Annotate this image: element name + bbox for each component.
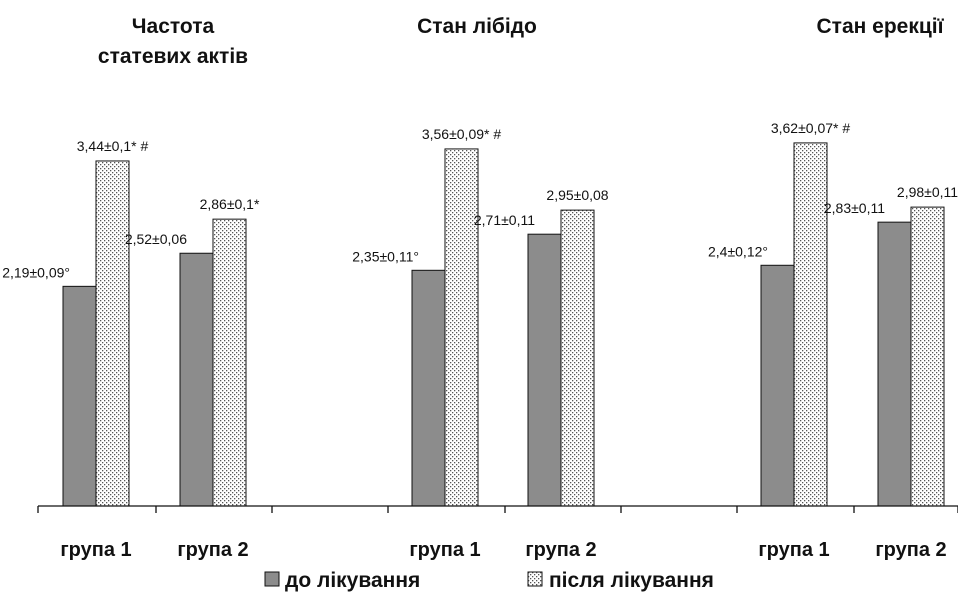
bar-before: [877, 221, 912, 507]
group-label: група 2: [875, 539, 946, 561]
panel-title: Стан лібідо: [417, 15, 537, 38]
bar-after: [560, 209, 595, 507]
legend-label: після лікування: [549, 569, 714, 592]
legend-swatch: [264, 571, 280, 587]
data-label-after: 2,86±0,1*: [200, 196, 260, 212]
value-labels: 2,19±0,09° 3,44±0,1* # 2,52±0,06 2,86±0,1* 2…: [2, 120, 958, 280]
bar-after: [95, 160, 130, 507]
data-label-before: 2,83±0,11: [824, 200, 885, 216]
data-label-after: 3,62±0,07* #: [771, 120, 851, 136]
group-label: група 2: [525, 539, 596, 561]
group-label: група 1: [758, 539, 829, 561]
data-label-before: 2,71±0,11: [474, 212, 535, 228]
data-label-after: 3,44±0,1* #: [77, 138, 149, 154]
group-label: група 2: [177, 539, 248, 561]
bar-before: [179, 252, 214, 507]
bar-after: [444, 148, 479, 507]
data-label-before: 2,52±0,06: [125, 231, 187, 247]
x-axis: група 1 група 2 група 1 група 2 група 1 група…: [37, 505, 958, 561]
data-label-after: 3,56±0,09* #: [422, 126, 502, 142]
data-label-before: 2,4±0,12°: [708, 243, 768, 259]
panel-titles: Частота статевих актів Стан лібідо Стан ере…: [98, 15, 945, 68]
group-label: група 1: [409, 539, 480, 561]
bar-after: [793, 142, 828, 507]
data-label-before: 2,19±0,09°: [2, 264, 70, 280]
data-label-after: 2,98±0,11: [897, 184, 958, 200]
legend-swatch: [527, 571, 543, 587]
bar-before: [527, 233, 562, 507]
legend: до лікування після лікування: [264, 569, 714, 592]
bars: [62, 142, 945, 507]
legend-label: до лікування: [285, 569, 420, 592]
bar-before: [62, 285, 97, 507]
group-label: група 1: [60, 539, 131, 561]
panel-title: Стан ерекції: [817, 15, 945, 38]
bar-after: [212, 218, 247, 507]
bar-before: [760, 264, 795, 507]
bar-before: [411, 269, 446, 507]
panel-title: статевих актів: [98, 45, 248, 68]
data-label-before: 2,35±0,11°: [352, 248, 419, 264]
bar-after: [910, 206, 945, 507]
panel-title: Частота: [132, 15, 215, 38]
data-label-after: 2,95±0,08: [546, 187, 608, 203]
